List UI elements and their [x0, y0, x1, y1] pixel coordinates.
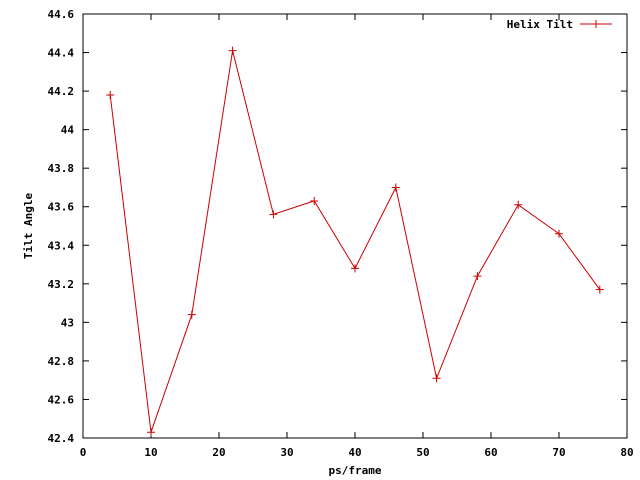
series-group: [106, 46, 604, 437]
plot-frame: [82, 13, 628, 439]
y-tick-label: 43.8: [48, 162, 75, 175]
data-point: [147, 428, 155, 437]
x-tick-label: 60: [484, 446, 497, 459]
y-tick-label: 42.8: [48, 355, 75, 368]
x-axis-label: ps/frame: [329, 464, 382, 477]
x-tick-label: 20: [212, 446, 225, 459]
data-point: [351, 264, 359, 273]
y-tick-label: 43.6: [48, 201, 75, 214]
series-line: [109, 50, 601, 433]
x-tick-label: 30: [280, 446, 293, 459]
y-tick-labels: 42.4 42.6 42.8 43 43.2 43.4 43.6 43.8 44 44.2 44.4…: [48, 8, 75, 445]
y-tick-label: 44.6: [48, 8, 75, 21]
x-tick-label: 10: [144, 446, 157, 459]
data-point: [228, 46, 237, 55]
legend-marker: [592, 20, 600, 28]
data-point: [391, 183, 400, 192]
legend: Helix Tilt: [507, 18, 612, 31]
data-point: [106, 90, 115, 99]
y-axis-label: Tilt Angle: [22, 193, 35, 260]
tick-marks: [82, 13, 628, 439]
y-tick-label: 42.4: [48, 432, 75, 445]
data-point: [187, 310, 196, 319]
x-tick-label: 70: [552, 446, 565, 459]
data-point: [514, 200, 523, 209]
data-point: [555, 229, 563, 238]
y-tick-label: 44.4: [48, 47, 75, 60]
x-tick-label: 80: [620, 446, 633, 459]
data-point: [310, 196, 319, 205]
y-tick-label: 44: [61, 124, 75, 137]
x-tick-label: 40: [348, 446, 361, 459]
legend-label: Helix Tilt: [507, 18, 573, 31]
data-point: [473, 272, 482, 281]
x-tick-labels: 0 10 20 30 40 50 60 70 80: [80, 446, 634, 459]
y-tick-label: 43.4: [48, 239, 75, 252]
data-point: [432, 374, 441, 383]
y-tick-label: 43.2: [48, 278, 75, 291]
y-tick-label: 43: [61, 316, 74, 329]
y-tick-label: 44.2: [48, 85, 75, 98]
data-point: [269, 210, 278, 219]
x-tick-label: 50: [416, 446, 429, 459]
data-point: [595, 285, 604, 294]
y-tick-label: 42.6: [48, 393, 75, 406]
x-tick-label: 0: [80, 446, 87, 459]
